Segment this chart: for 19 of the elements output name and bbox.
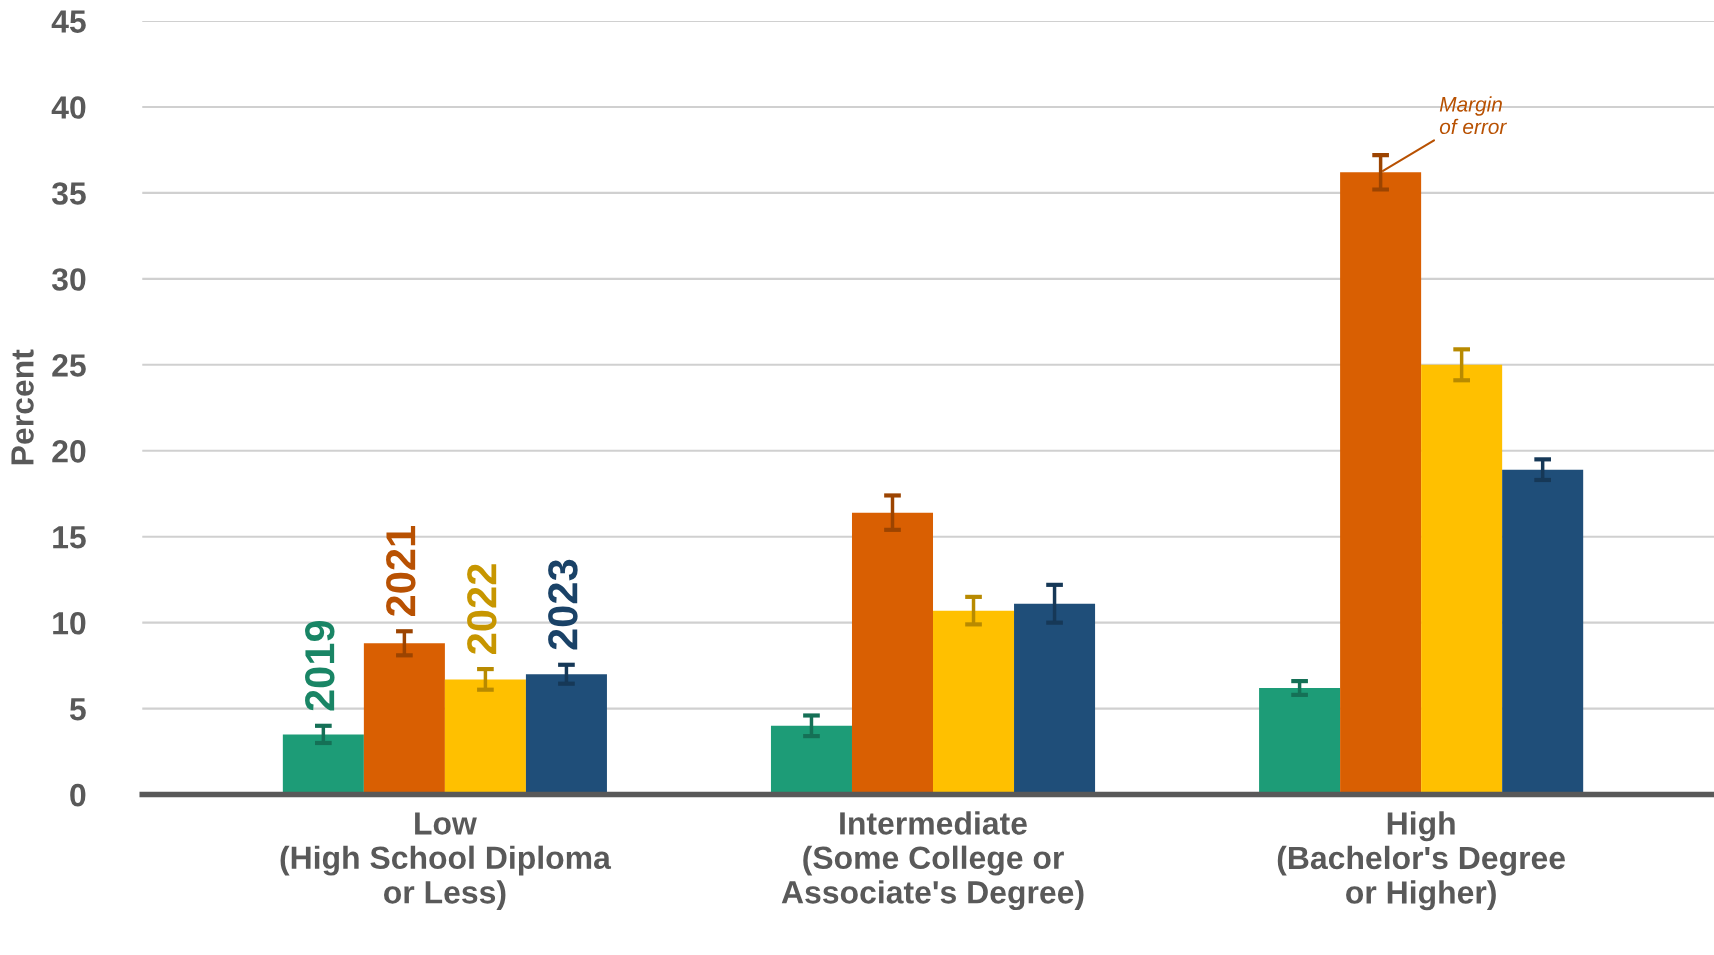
y-tick-label: 20 [52, 440, 86, 463]
y-tick-label: 35 [51, 182, 86, 205]
x-tick-label: Intermediate (Some College or Associate's Degree) [781, 811, 1084, 911]
y-tick-label: 40 [51, 96, 86, 119]
y-tick-label: 10 [53, 611, 86, 635]
y-tick-label: 15 [53, 526, 86, 549]
text: 2019 [305, 620, 335, 711]
annotation: Margin of error [1439, 96, 1508, 135]
x-tick-label: Low (High School Diploma or Less) [280, 812, 612, 910]
y-tick-label: 5 [69, 698, 86, 721]
x-tick-label: High (Bachelor's Degree or Higher) [1277, 811, 1565, 911]
text: 2023 [548, 559, 578, 650]
text: 2021 [386, 525, 416, 617]
y-tick-label: 25 [52, 354, 86, 377]
y-tick-label: 45 [51, 10, 86, 33]
y-axis-title: Percent [11, 349, 34, 465]
text: 2022 [467, 564, 497, 654]
y-tick-label: 30 [51, 268, 86, 291]
y-tick-label: 0 [70, 783, 86, 807]
